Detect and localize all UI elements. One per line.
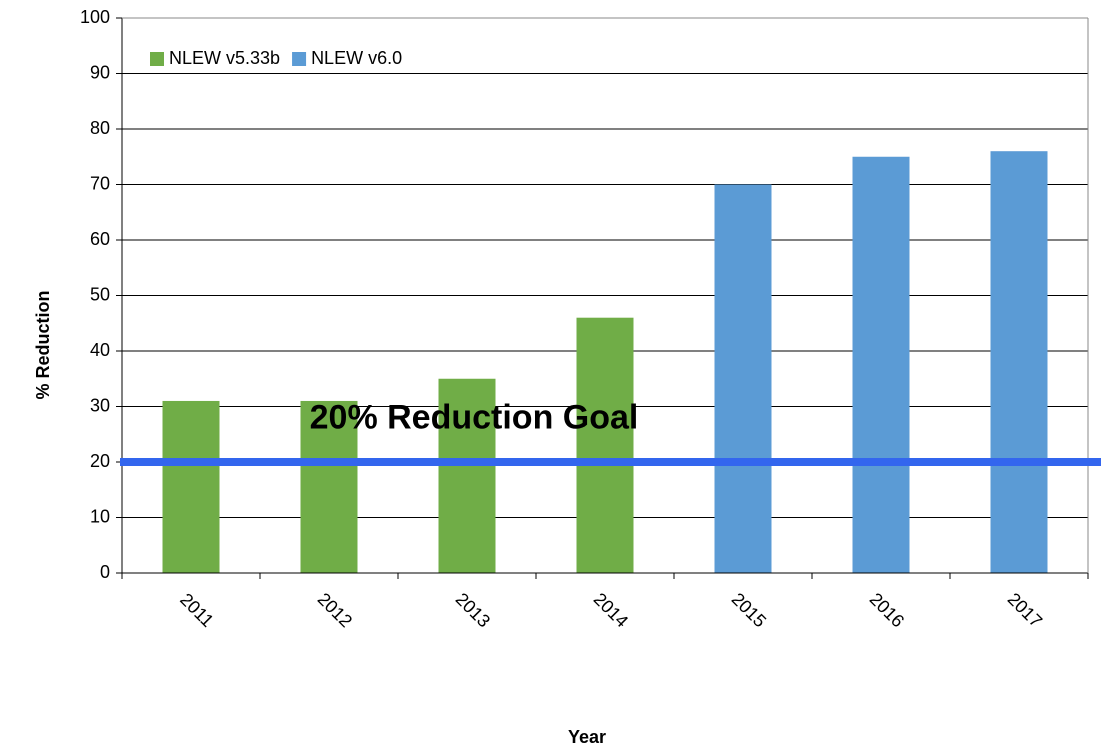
y-tick-label: 70: [90, 173, 110, 193]
y-tick-label: 10: [90, 506, 110, 526]
legend-label: NLEW v6.0: [311, 48, 402, 68]
x-axis-title: Year: [568, 727, 606, 747]
y-tick-label: 60: [90, 229, 110, 249]
goal-label: 20% Reduction Goal: [310, 398, 639, 436]
legend-swatch: [150, 52, 164, 66]
bar-2014: [576, 317, 634, 573]
bar-2016: [852, 156, 910, 573]
legend-swatch: [292, 52, 307, 66]
bar-2015: [714, 184, 772, 573]
legend: NLEW v5.33b NLEW v6.0: [150, 48, 402, 68]
y-tick-label: 50: [90, 284, 110, 304]
x-tick-label: 2013: [452, 589, 494, 631]
bars: [162, 151, 1048, 573]
legend-label: NLEW v5.33b: [169, 48, 280, 68]
y-tick-label: 30: [90, 395, 110, 415]
x-tick-label: 2012: [314, 589, 356, 631]
y-tick-label: 100: [80, 7, 110, 27]
y-axis-title: % Reduction: [33, 290, 53, 399]
x-tick-label: 2014: [590, 589, 632, 631]
x-tick-label: 2017: [1004, 589, 1046, 631]
y-tick-label: 0: [100, 562, 110, 582]
bar-2013: [438, 378, 496, 573]
y-tick-label: 40: [90, 340, 110, 360]
x-tick-label: 2016: [866, 589, 908, 631]
x-tick-label: 2011: [176, 589, 218, 631]
y-tick-label: 80: [90, 118, 110, 138]
bar-2017: [990, 151, 1048, 573]
bar-2011: [162, 400, 220, 573]
y-tick-label: 90: [90, 62, 110, 82]
goal-line-group: 20% Reduction Goal: [120, 398, 1101, 466]
bar-2012: [300, 400, 358, 573]
y-tick-label: 20: [90, 451, 110, 471]
x-tick-label: 2015: [728, 589, 770, 631]
